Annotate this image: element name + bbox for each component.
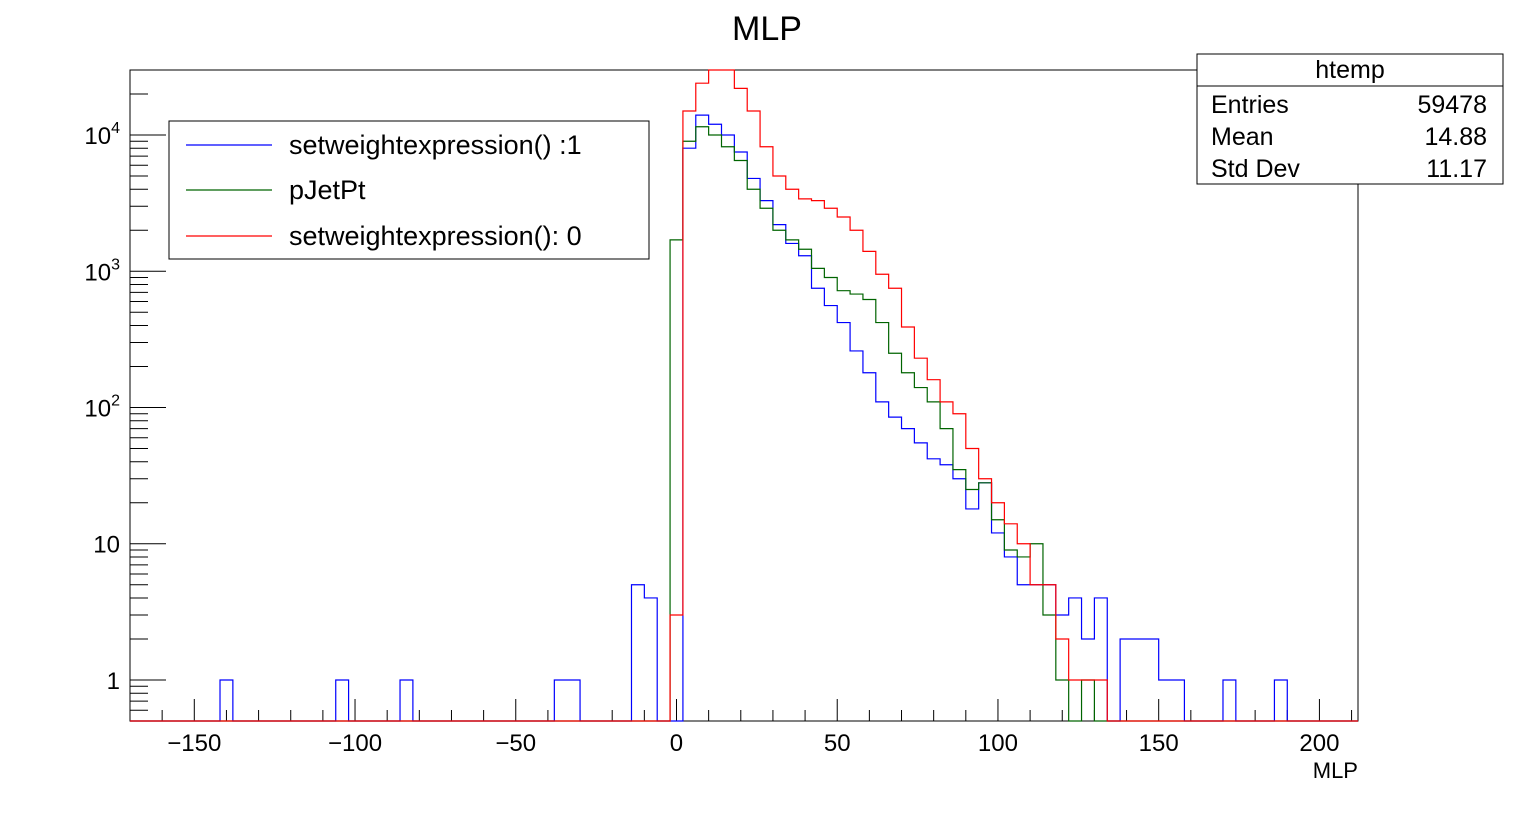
x-tick-label: 200 [1299, 730, 1339, 757]
x-tick-label: −50 [495, 730, 536, 757]
x-tick-label: −150 [167, 730, 221, 757]
x-axis: −150 −100 −50 0 50 100 150 200 [161, 699, 1353, 757]
stats-box-title: htemp [1315, 56, 1384, 84]
stats-entries-label: Entries [1211, 91, 1289, 119]
y-tick-label: 104 [84, 120, 120, 150]
stats-stddev-label: Std Dev [1211, 155, 1300, 183]
legend: setweightexpression() :1 pJetPt setweigh… [168, 120, 650, 260]
series-layer [130, 69, 1358, 722]
x-tick-label: 100 [978, 730, 1018, 757]
x-tick-label: 150 [1139, 730, 1179, 757]
legend-label-2: setweightexpression(): 0 [289, 221, 582, 251]
y-tick-label: 10 [93, 532, 120, 559]
stats-mean-value: 14.88 [1424, 123, 1487, 151]
legend-label-1: pJetPt [289, 175, 366, 205]
stats-entries-value: 59478 [1417, 91, 1487, 119]
chart-title: MLP [732, 10, 802, 48]
stats-box: htemp Entries 59478 Mean 14.88 Std Dev 1… [1196, 53, 1504, 185]
legend-label-0: setweightexpression() :1 [289, 130, 582, 160]
x-axis-title: MLP [1313, 758, 1358, 783]
stats-stddev-value: 11.17 [1426, 155, 1487, 183]
y-tick-label: 1 [107, 668, 120, 695]
series-2-histogram [130, 69, 1358, 722]
x-tick-label: 50 [824, 730, 851, 757]
x-tick-label: 0 [670, 730, 683, 757]
plot-frame [129, 69, 1359, 722]
y-axis: 1 10 102 103 104 [84, 69, 166, 722]
y-tick-label: 103 [84, 256, 120, 286]
x-tick-label: −100 [328, 730, 382, 757]
stats-box-frame [1196, 53, 1504, 185]
stats-mean-label: Mean [1211, 123, 1274, 151]
y-tick-label: 102 [84, 392, 120, 422]
